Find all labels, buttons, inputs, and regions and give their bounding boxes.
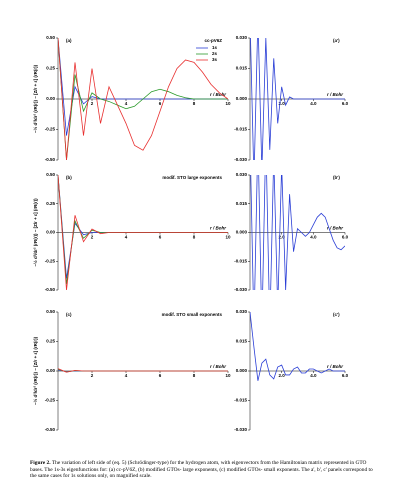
panel-title: modif. STO small exponents: [162, 312, 223, 317]
legend-label: 1s: [212, 45, 218, 50]
caption-text: The variation of left side of (eq. 5) (S…: [30, 460, 373, 480]
y-tick-label: 0.030: [236, 35, 248, 40]
x-tick-label: 2.0: [279, 373, 286, 378]
legend-label: 2s: [212, 51, 218, 56]
y-tick-label: 0.50: [46, 35, 55, 40]
y-tick-label: 0.015: [236, 339, 248, 344]
x-tick-label: 10: [225, 373, 231, 378]
y-tick-label: -0.25: [45, 258, 56, 263]
x-tick-label: 4.0: [310, 235, 317, 240]
x-tick-label: 6.0: [342, 235, 349, 240]
panel-label: (a): [66, 38, 72, 43]
data-line: [250, 312, 345, 381]
y-tick-label: 0.25: [46, 66, 55, 71]
y-axis-label: −½ d²/dr² (rR(r)) − [Z/r + ε] (rR(r)): [32, 198, 38, 267]
x-tick-label: 6: [159, 235, 162, 240]
y-tick-label: 0.50: [46, 309, 55, 314]
data-line: [250, 38, 345, 160]
y-axis-label: −½ d²/dr² (rR(r)) − [Z/r + ε] (rR(r)): [32, 64, 38, 133]
data-line: [58, 38, 228, 160]
x-tick-label: 2.0: [279, 235, 286, 240]
x-axis-label: r / Bohr: [210, 92, 226, 97]
x-tick-label: 2: [91, 373, 94, 378]
y-tick-label: -0.030: [234, 287, 247, 292]
panel-label: (c'): [333, 312, 340, 317]
plot-area: [58, 175, 228, 290]
y-tick-label: -0.030: [234, 157, 247, 162]
y-axis-label: −½ d²/dr² (rR(r)) − [Z/r + ε] (rR(r)): [32, 336, 38, 405]
data-line: [58, 175, 228, 285]
data-line: [58, 38, 228, 160]
legend-title: cc-pV6Z: [204, 38, 222, 43]
y-tick-label: -0.25: [45, 127, 56, 132]
y-tick-label: -0.015: [234, 127, 247, 132]
plot-area: [250, 38, 345, 160]
data-line: [250, 175, 345, 290]
data-line: [58, 368, 228, 373]
y-tick-label: 0.00: [46, 230, 55, 235]
y-tick-label: 0.015: [236, 66, 248, 71]
y-tick-label: 0.015: [236, 201, 248, 206]
x-tick-label: 2.0: [279, 101, 286, 106]
plot-area: [58, 38, 228, 160]
x-tick-label: 8: [193, 373, 196, 378]
x-axis-label: r / Bohr: [327, 92, 343, 97]
data-line: [58, 175, 228, 290]
x-tick-label: 4: [125, 235, 128, 240]
panel-title: modif. STO large exponents: [162, 175, 222, 180]
legend-label: 3s: [212, 57, 218, 62]
caption: Figure 2. The variation of left side of …: [30, 460, 375, 480]
x-tick-label: 8: [193, 235, 196, 240]
y-tick-label: -0.030: [234, 427, 247, 432]
panel-label: (b): [66, 175, 72, 180]
y-tick-label: 0.030: [236, 172, 248, 177]
plot-area: [250, 175, 345, 290]
x-tick-label: 6.0: [342, 101, 349, 106]
x-axis-label: r / Bohr: [210, 364, 226, 369]
y-tick-label: -0.50: [45, 157, 56, 162]
x-tick-label: 10: [225, 235, 231, 240]
y-tick-label: 0.000: [236, 96, 248, 101]
x-tick-label: 2: [91, 101, 94, 106]
y-tick-label: 0.00: [46, 368, 55, 373]
y-tick-label: 0.000: [236, 230, 248, 235]
figure: 0.50 0.25 0.00 -0.25 -0.50 2 4 6 8 10 r / Bohr (a) −…: [32, 35, 349, 432]
x-tick-label: 4.0: [310, 373, 317, 378]
y-tick-label: -0.015: [234, 398, 247, 403]
panel-label: (c): [66, 312, 72, 317]
y-tick-label: -0.25: [45, 398, 56, 403]
caption-label: Figure 2.: [30, 460, 51, 466]
data-line: [58, 368, 228, 373]
y-tick-label: 0.030: [236, 309, 248, 314]
y-tick-label: -0.50: [45, 427, 56, 432]
x-axis-label: r / Bohr: [210, 226, 226, 231]
y-tick-label: 0.50: [46, 172, 55, 177]
x-axis-label: r / Bohr: [327, 364, 343, 369]
panel-label: (b'): [333, 175, 340, 180]
x-tick-label: 8: [193, 101, 196, 106]
data-line: [58, 175, 228, 279]
x-tick-label: 6.0: [342, 373, 349, 378]
y-tick-label: 0.00: [46, 96, 55, 101]
x-axis-label: r / Bohr: [327, 226, 343, 231]
x-tick-label: 4: [125, 373, 128, 378]
x-tick-label: 10: [225, 101, 231, 106]
x-tick-label: 4.0: [310, 101, 317, 106]
x-tick-label: 6: [159, 373, 162, 378]
y-tick-label: -0.015: [234, 258, 247, 263]
y-tick-label: -0.50: [45, 287, 56, 292]
data-line: [58, 38, 228, 136]
x-tick-label: 2: [91, 235, 94, 240]
x-tick-label: 6: [159, 101, 162, 106]
panel-label: (a'): [333, 38, 340, 43]
x-tick-label: 4: [125, 101, 128, 106]
y-tick-label: 0.25: [46, 201, 55, 206]
y-tick-label: 0.000: [236, 368, 248, 373]
plot-area: [58, 368, 228, 373]
plot-area: [250, 312, 345, 381]
y-tick-label: 0.25: [46, 339, 55, 344]
